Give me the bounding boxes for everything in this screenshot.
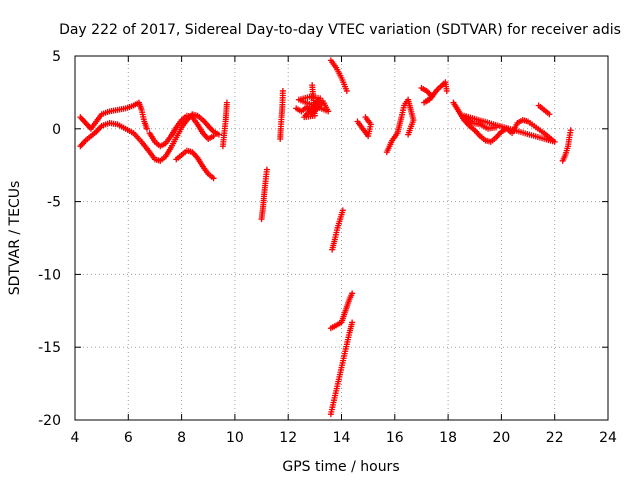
x-axis-label: GPS time / hours xyxy=(282,459,399,475)
y-axis-label: SDTVAR / TECUs xyxy=(7,181,23,296)
x-tick-label: 16 xyxy=(386,430,404,446)
data-point xyxy=(279,87,286,94)
y-tick-label: 0 xyxy=(52,122,61,138)
data-point xyxy=(309,82,316,89)
data-point xyxy=(349,319,356,326)
data-point xyxy=(362,114,369,121)
x-tick-label: 18 xyxy=(439,430,457,446)
chart-title: Day 222 of 2017, Sidereal Day-to-day VTE… xyxy=(59,22,621,38)
data-point xyxy=(223,99,230,106)
data-point xyxy=(405,131,412,138)
x-tick-label: 8 xyxy=(177,430,186,446)
data-point xyxy=(210,133,217,140)
x-tick-label: 20 xyxy=(492,430,510,446)
data-point xyxy=(343,87,350,94)
x-tick-label: 14 xyxy=(333,430,351,446)
data-point xyxy=(339,207,346,214)
y-tick-label: -5 xyxy=(47,195,61,211)
data-point xyxy=(349,290,356,297)
x-tick-label: 22 xyxy=(546,430,564,446)
data-point xyxy=(143,125,150,132)
data-point xyxy=(210,175,217,182)
data-point xyxy=(567,127,574,134)
x-tick-label: 6 xyxy=(124,430,133,446)
data-point xyxy=(443,87,450,94)
y-tick-label: -10 xyxy=(38,267,61,283)
data-point xyxy=(215,131,222,138)
y-tick-label: -20 xyxy=(38,413,61,429)
x-tick-label: 10 xyxy=(226,430,244,446)
y-tick-label: -15 xyxy=(38,340,61,356)
data-points xyxy=(77,57,574,418)
data-point xyxy=(493,124,500,131)
x-tick-label: 4 xyxy=(71,430,80,446)
x-tick-label: 24 xyxy=(599,430,617,446)
data-point xyxy=(263,166,270,173)
x-tick-label: 12 xyxy=(279,430,297,446)
axes: 4 6 8 10 12 14 16 18 20 22 24 -20 -15 -10 -5 0 5 xyxy=(38,49,617,446)
y-tick-label: 5 xyxy=(52,49,61,65)
data-point xyxy=(546,111,553,118)
